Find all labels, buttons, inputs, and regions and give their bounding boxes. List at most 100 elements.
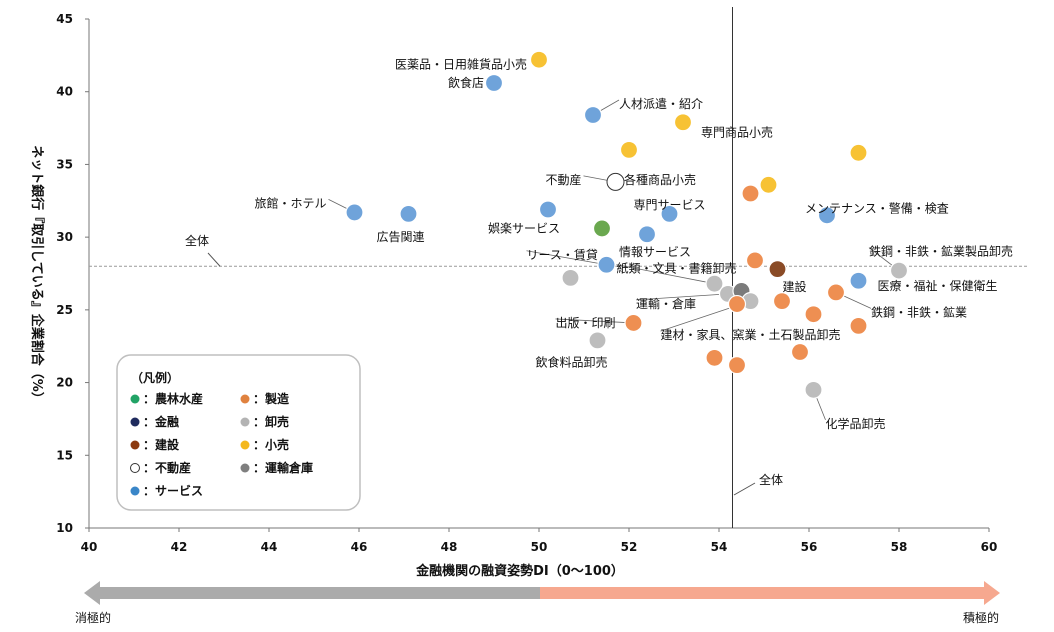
legend-marker-service xyxy=(130,486,140,496)
arrow-right-label: 積極的 xyxy=(963,610,999,625)
point-service xyxy=(399,204,418,223)
arrow-left-label: 消極的 xyxy=(75,610,111,625)
point-label: 化学品卸売 xyxy=(826,416,886,431)
y-tick-label: 25 xyxy=(56,303,73,317)
x-tick-label: 54 xyxy=(711,540,728,554)
point-whole xyxy=(889,261,909,280)
legend-title: （凡例） xyxy=(131,370,179,385)
point-mfg xyxy=(624,313,643,333)
point-realestate xyxy=(606,172,625,191)
point-label: 飲食店 xyxy=(448,75,484,90)
label-leader xyxy=(616,264,715,285)
point-mfg xyxy=(727,356,747,375)
point-retail xyxy=(619,140,639,159)
x-tick-label: 50 xyxy=(531,540,548,554)
legend-label-fin: ：金融 xyxy=(143,414,179,429)
point-label: 娯楽サービス xyxy=(488,222,560,236)
legend-marker-agri xyxy=(130,394,140,404)
point-service xyxy=(597,255,616,274)
legend-marker-transport xyxy=(240,463,250,473)
x-tick-label: 48 xyxy=(441,540,458,554)
legend-marker-whole xyxy=(240,417,250,427)
point-service xyxy=(849,271,868,290)
point-mfg xyxy=(741,184,760,203)
legend-label-retail: ：小売 xyxy=(253,437,289,452)
point-retail xyxy=(849,143,868,162)
overall-v-label: 全体 xyxy=(759,472,783,487)
overall-h-leader xyxy=(207,252,221,267)
overall-h-label: 全体 xyxy=(185,233,209,248)
point-label: 医薬品・日用雑貨品小売 xyxy=(395,57,527,72)
axis-ticks: 40 42 44 46 48 50 52 54 56 58 60 10 15 20 25 30 35 40 45 xyxy=(56,12,997,554)
arrow-right-shaft xyxy=(540,587,984,599)
point-label: 専門サービス xyxy=(634,198,706,212)
point-label: 飲食料品卸売 xyxy=(536,354,608,369)
legend-marker-fin xyxy=(130,417,140,427)
point-label: 鉄鋼・非鉄・鉱業 xyxy=(871,304,967,319)
point-whole xyxy=(588,331,607,350)
point-mfg xyxy=(826,283,846,302)
point-mfg xyxy=(772,292,792,311)
point-label: リース・賃貸 xyxy=(527,247,598,262)
legend-marker-mfg xyxy=(240,394,250,404)
point-mfg xyxy=(745,251,765,270)
point-retail xyxy=(759,175,778,194)
legend-box xyxy=(116,354,361,511)
point-retail xyxy=(673,113,693,132)
point-label: 建設 xyxy=(783,279,807,294)
point-mfg xyxy=(849,316,868,335)
legend-label-realestate: ：不動産 xyxy=(143,460,191,475)
arrow-left-head xyxy=(84,581,100,605)
x-tick-label: 46 xyxy=(351,540,368,554)
label-leader xyxy=(526,250,607,266)
point-mfg xyxy=(790,342,810,362)
y-axis-title: ネット銀行『取引している』企業割合（%） xyxy=(29,145,45,405)
point-service xyxy=(660,204,679,223)
y-tick-label: 10 xyxy=(56,521,73,535)
point-label: 出版・印刷 xyxy=(556,316,616,330)
point-whole xyxy=(705,274,724,293)
y-tick-label: 40 xyxy=(56,85,73,99)
legend: （凡例） ：農林水産 ：製造 ：金融 ：卸売 ：建設 ：小売 ：不動産 ：運輸倉庫 ：サービス xyxy=(116,354,361,511)
point-label: 旅館・ホテル xyxy=(254,195,326,210)
x-tick-label: 60 xyxy=(981,540,998,554)
point-label: メンテナンス・警備・検査 xyxy=(805,200,949,215)
y-tick-label: 35 xyxy=(56,157,73,171)
point-label: 情報サービス xyxy=(619,245,691,259)
direction-arrow: 消極的 積極的 xyxy=(75,581,1000,625)
point-label: 各種商品小売 xyxy=(624,172,696,187)
point-whole xyxy=(561,268,580,287)
x-axis-title: 金融機関の融資姿勢DI（0〜100） xyxy=(415,563,624,579)
legend-label-whole: ：卸売 xyxy=(253,414,289,429)
legend-marker-retail xyxy=(240,440,250,450)
point-label: 運輸・倉庫 xyxy=(636,296,696,311)
label-leader xyxy=(635,293,729,301)
point-label: 紙類・文具・書籍卸売 xyxy=(617,261,737,276)
point-label: 専門商品小売 xyxy=(701,124,773,139)
point-label: 人材派遣・紹介 xyxy=(619,96,703,111)
x-tick-label: 42 xyxy=(171,540,188,554)
legend-marker-const xyxy=(130,440,140,450)
y-tick-label: 20 xyxy=(56,376,73,390)
point-mfg xyxy=(804,305,823,324)
point-label: 建材・家具、窯業・土石製品卸売 xyxy=(661,327,841,342)
point-service xyxy=(817,206,837,225)
point-whole xyxy=(804,380,823,399)
point-mfg xyxy=(727,294,747,314)
overall-v-leader xyxy=(733,482,756,496)
point-service xyxy=(484,73,504,93)
point-label: 不動産 xyxy=(545,172,581,187)
legend-label-mfg: ：製造 xyxy=(253,391,290,406)
arrow-left-shaft xyxy=(100,587,540,599)
data-points xyxy=(345,50,909,399)
point-retail xyxy=(529,50,549,69)
y-tick-label: 15 xyxy=(56,448,73,462)
x-tick-label: 44 xyxy=(261,540,278,554)
legend-label-service: ：サービス xyxy=(143,483,203,498)
point-service xyxy=(345,203,364,222)
point-service xyxy=(637,225,657,244)
y-tick-label: 30 xyxy=(56,230,73,244)
x-tick-label: 58 xyxy=(891,540,908,554)
